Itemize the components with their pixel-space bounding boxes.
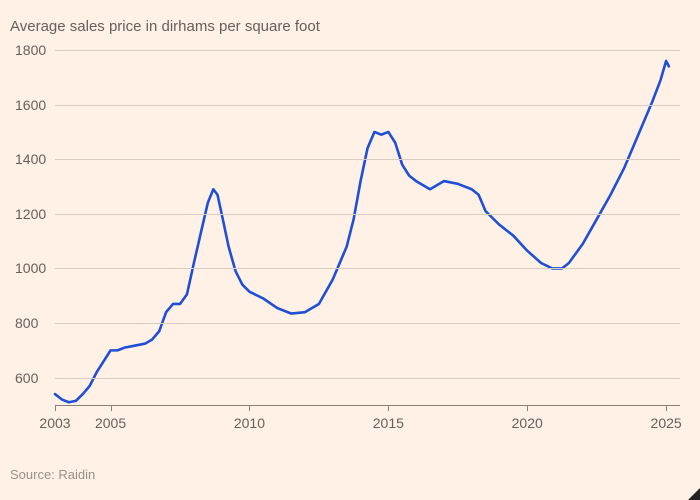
y-grid-line (55, 214, 680, 215)
y-grid-line (55, 50, 680, 51)
y-grid-line (55, 378, 680, 379)
y-tick-label: 600 (15, 370, 51, 386)
x-axis (55, 405, 680, 406)
x-tick (55, 405, 56, 411)
x-tick-label: 2015 (373, 415, 404, 431)
x-tick (527, 405, 528, 411)
y-tick-label: 800 (15, 315, 51, 331)
corner-resize-icon (688, 488, 700, 500)
x-tick-label: 2010 (234, 415, 265, 431)
y-tick-label: 1000 (15, 260, 51, 276)
x-tick (111, 405, 112, 411)
x-tick (249, 405, 250, 411)
y-grid-line (55, 323, 680, 324)
x-tick (388, 405, 389, 411)
y-tick-label: 1200 (15, 206, 51, 222)
x-tick (666, 405, 667, 411)
y-grid-line (55, 105, 680, 106)
chart-source: Source: Raidin (10, 467, 95, 482)
plot-area: 6008001000120014001600180020032005201020… (10, 50, 680, 440)
y-tick-label: 1400 (15, 151, 51, 167)
y-grid-line (55, 159, 680, 160)
x-tick-label: 2025 (651, 415, 682, 431)
chart-container: Average sales price in dirhams per squar… (0, 0, 700, 500)
x-tick-label: 2003 (39, 415, 70, 431)
y-grid-line (55, 268, 680, 269)
x-tick-label: 2005 (95, 415, 126, 431)
y-tick-label: 1600 (15, 97, 51, 113)
line-series (10, 50, 682, 407)
chart-subtitle: Average sales price in dirhams per squar… (10, 18, 320, 35)
y-tick-label: 1800 (15, 42, 51, 58)
price-line (55, 61, 669, 402)
x-tick-label: 2020 (512, 415, 543, 431)
